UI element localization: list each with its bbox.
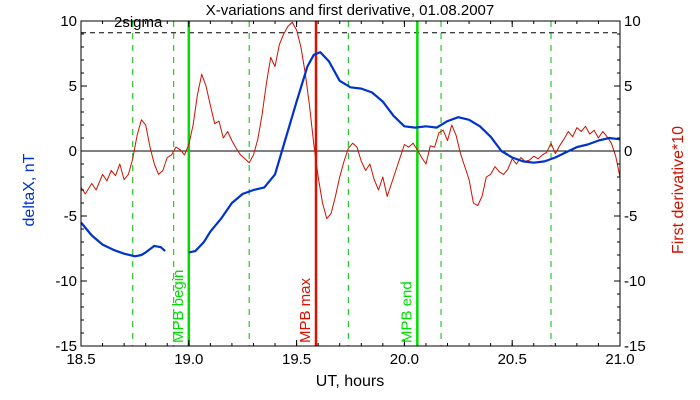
y-tick-label-left: 10: [60, 13, 77, 30]
x-tick-label: 20.5: [498, 351, 527, 368]
y-tick-label-left: 0: [69, 143, 77, 160]
x-tick-label: 19.5: [282, 351, 311, 368]
y-tick-label-right: 10: [624, 13, 641, 30]
y-tick-label-left: -15: [55, 338, 77, 355]
derivative-series-line: [80, 21, 621, 220]
deltax-series-line: [80, 51, 621, 258]
marker-label: MPB max: [297, 277, 314, 343]
y-tick-label-left: -5: [64, 208, 77, 225]
y-tick-label-right: 5: [624, 78, 632, 95]
marker-labels: MPB begin MPB max MPB end: [170, 270, 415, 343]
x-tick-label: 20.0: [390, 351, 419, 368]
y-tick-label-left: 5: [69, 78, 77, 95]
data-series: [80, 21, 621, 258]
plot-frame: [80, 20, 621, 347]
y-tick-label-right: 0: [624, 143, 632, 160]
x-axis-label: UT, hours: [316, 373, 384, 390]
sigma-label: 2sigma: [114, 14, 163, 31]
y-tick-label-right: -15: [624, 338, 646, 355]
y-axis-label-left: deltaX, nT: [21, 153, 38, 226]
x-tick-label: 18.5: [66, 351, 95, 368]
y-axis-label-right: First derivative*10: [670, 126, 687, 254]
tick-marks: [80, 20, 621, 347]
x-tick-label: 21.0: [605, 351, 634, 368]
x-tick-label: 19.0: [174, 351, 203, 368]
marker-lines: [187, 21, 419, 346]
chart-title: X-variations and first derivative, 01.08…: [206, 2, 495, 19]
y-tick-label-right: -5: [624, 208, 637, 225]
y-tick-label-left: -10: [55, 273, 77, 290]
tick-labels: 18.5 19.0 19.5 20.0 20.5 21.0 10 10 5 5 0 0 -5 -5 -10 -…: [55, 13, 645, 368]
guide-lines: [132, 21, 552, 346]
marker-label: MPB end: [398, 281, 415, 343]
marker-label: MPB begin: [170, 270, 187, 343]
y-tick-label-right: -10: [624, 273, 646, 290]
